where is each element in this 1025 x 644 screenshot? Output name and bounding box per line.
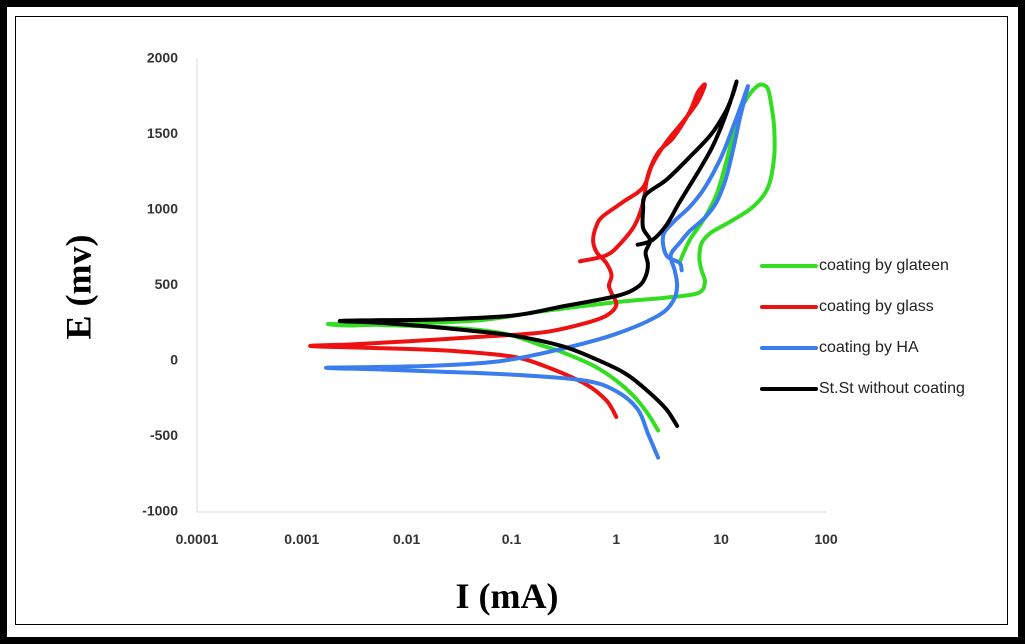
y-tick-label: 1500 xyxy=(147,125,178,141)
y-tick-labels: -1000 -500 0 500 1000 1500 2000 xyxy=(142,50,178,519)
y-axis-title: E (mv) xyxy=(58,235,98,340)
series-lines xyxy=(308,79,777,460)
y-tick-label: 0 xyxy=(170,352,178,368)
legend-label: St.St without coating xyxy=(819,380,965,397)
legend-label: coating by glateen xyxy=(819,257,949,274)
y-tick-label: 1000 xyxy=(147,201,178,217)
series-line xyxy=(324,84,750,460)
x-axis-title: I (mA) xyxy=(456,576,559,616)
legend-label: coating by glass xyxy=(819,298,934,315)
x-tick-label: 0.001 xyxy=(284,531,319,547)
legend: coating by glateen coating by glass coatin… xyxy=(760,257,965,397)
x-tick-label: 0.0001 xyxy=(176,531,219,547)
legend-label: coating by HA xyxy=(819,339,919,356)
x-tick-label: 10 xyxy=(713,531,729,547)
axes xyxy=(196,59,826,513)
y-tick-label: -500 xyxy=(150,427,178,443)
x-tick-labels: 0.0001 0.001 0.01 0.1 1 10 100 xyxy=(176,531,838,547)
x-tick-label: 1 xyxy=(612,531,620,547)
series-line xyxy=(308,82,707,419)
y-tick-label: 500 xyxy=(155,276,179,292)
chart-inner-border xyxy=(15,16,1008,625)
x-tick-label: 0.1 xyxy=(502,531,522,547)
x-tick-label: 0.01 xyxy=(393,531,420,547)
y-tick-label: 2000 xyxy=(147,50,178,66)
x-tick-label: 100 xyxy=(814,531,838,547)
series-line xyxy=(337,79,739,428)
y-tick-label: -1000 xyxy=(142,503,178,519)
